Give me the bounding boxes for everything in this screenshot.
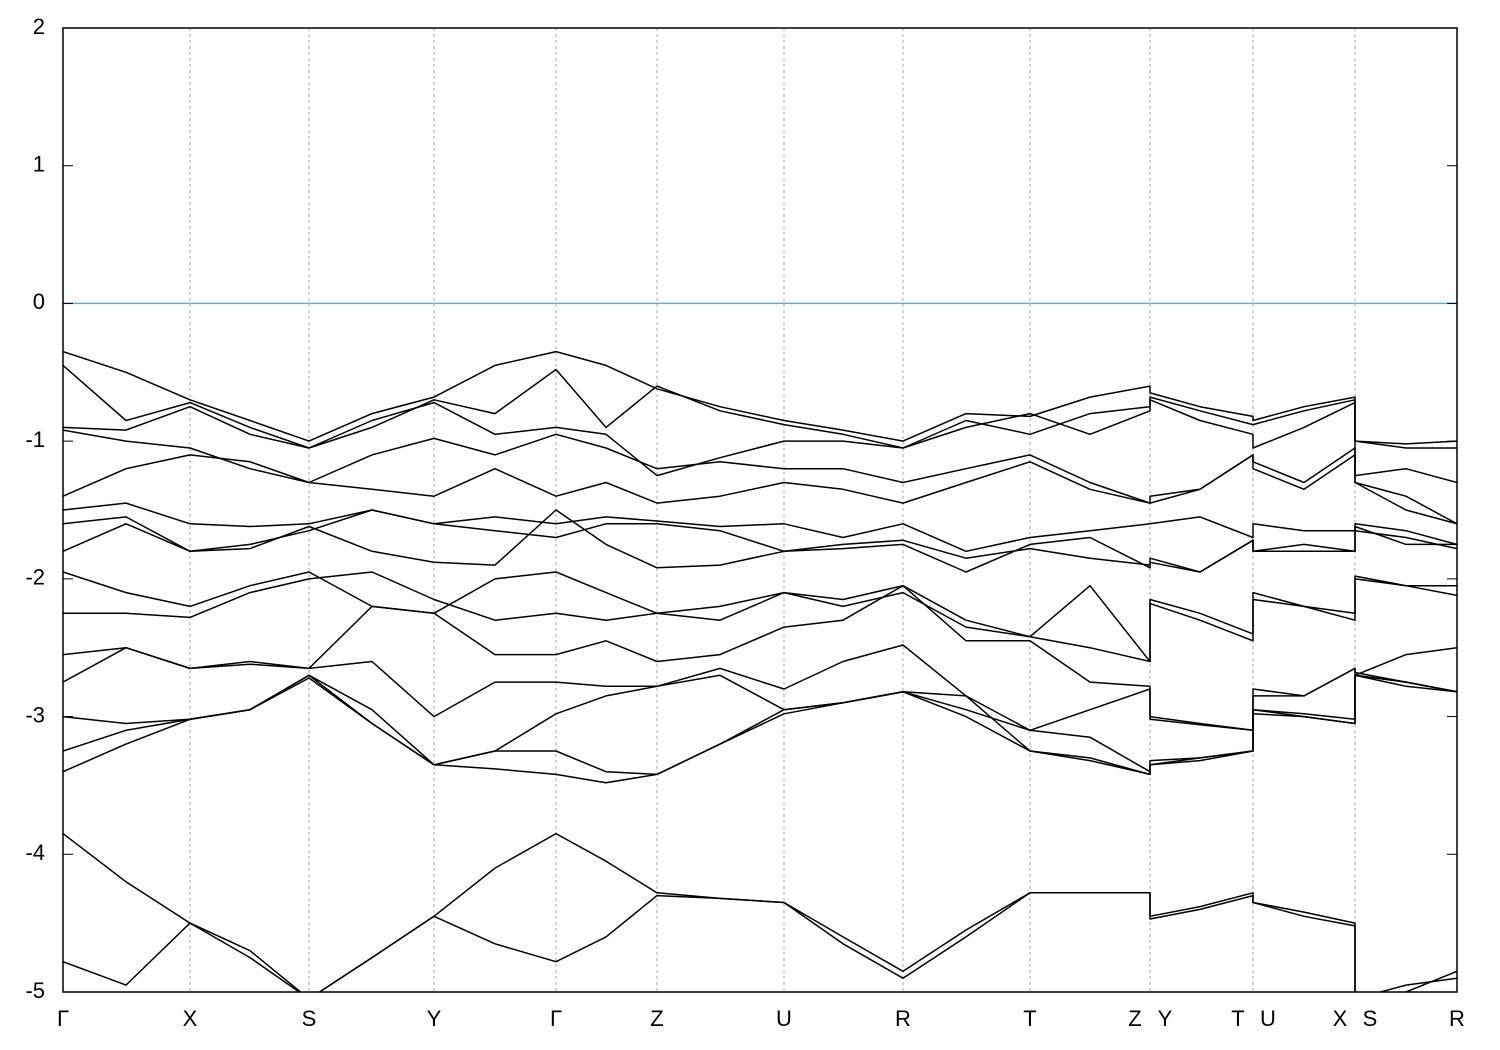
- y-tick-label: -5: [25, 978, 45, 1003]
- x-tick-label: U: [1260, 1006, 1276, 1031]
- band-line: [63, 429, 1457, 525]
- band-line: [63, 571, 1457, 663]
- x-tick-label: Z: [650, 1006, 663, 1031]
- x-tick-label: T: [1231, 1006, 1244, 1031]
- band-line: [63, 350, 1457, 445]
- plot-frame: [62, 27, 1458, 993]
- band-line: [63, 832, 1457, 992]
- y-tick-label: 0: [33, 289, 45, 314]
- x-tick-label: R: [1449, 1006, 1465, 1031]
- x-tick-label: U: [776, 1006, 792, 1031]
- x-tick-label: S: [1363, 1006, 1378, 1031]
- x-tick-label: X: [183, 1006, 198, 1031]
- y-tick-label: 1: [33, 152, 45, 177]
- x-tick-label: Γ: [550, 1006, 562, 1031]
- y-tick-label: -1: [25, 427, 45, 452]
- x-tick-label: Y: [427, 1006, 442, 1031]
- band-line: [63, 644, 1457, 732]
- y-tick-label: -2: [25, 565, 45, 590]
- x-tick-label: Γ: [57, 1006, 69, 1031]
- y-tick-label: -4: [25, 840, 45, 865]
- x-tick-label: Z: [1128, 1006, 1141, 1031]
- x-tick-label: S: [302, 1006, 317, 1031]
- band-line: [63, 502, 1457, 553]
- band-line: [63, 364, 1457, 449]
- y-tick-label: -3: [25, 702, 45, 727]
- band-line: [63, 509, 1457, 573]
- band-line: [63, 571, 1457, 663]
- band-line: [63, 674, 1457, 784]
- band-line: [63, 584, 1457, 732]
- y-tick-label: 2: [33, 14, 45, 39]
- band-line: [63, 454, 1457, 525]
- band-line: [63, 399, 1457, 484]
- x-tick-label: X: [1333, 1006, 1348, 1031]
- x-tick-label: R: [895, 1006, 911, 1031]
- band-line: [63, 674, 1457, 776]
- x-tick-label: T: [1023, 1006, 1036, 1031]
- band-line: [63, 674, 1457, 773]
- band-line: [63, 509, 1457, 573]
- x-tick-label: Y: [1158, 1006, 1173, 1031]
- band-line: [63, 892, 1457, 992]
